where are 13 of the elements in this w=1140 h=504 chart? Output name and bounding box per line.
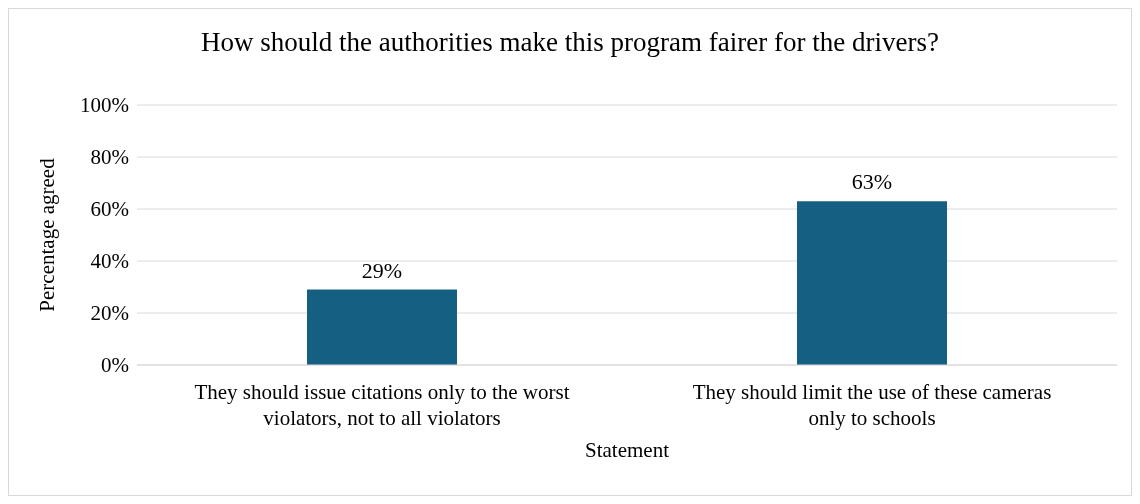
y-tick-label: 20% xyxy=(90,301,129,326)
x-axis-title: Statement xyxy=(585,438,670,462)
y-tick-label: 80% xyxy=(90,145,129,170)
data-label: 63% xyxy=(851,169,893,195)
y-tick-label: 100% xyxy=(80,93,129,118)
chart-title: How should the authorities make this program fairer for the drivers? xyxy=(200,27,940,58)
y-tick-label: 40% xyxy=(90,249,129,274)
x-tick-label: They should limit the use of these cameras only to schools xyxy=(692,380,1052,430)
data-label: 29% xyxy=(361,257,403,283)
y-axis-title: Percentage agreed xyxy=(35,157,60,312)
x-tick-label: They should issue citations only to the worst violators, not to all violators xyxy=(194,380,570,430)
y-tick-label: 0% xyxy=(101,353,129,378)
y-tick-label: 60% xyxy=(90,197,129,222)
